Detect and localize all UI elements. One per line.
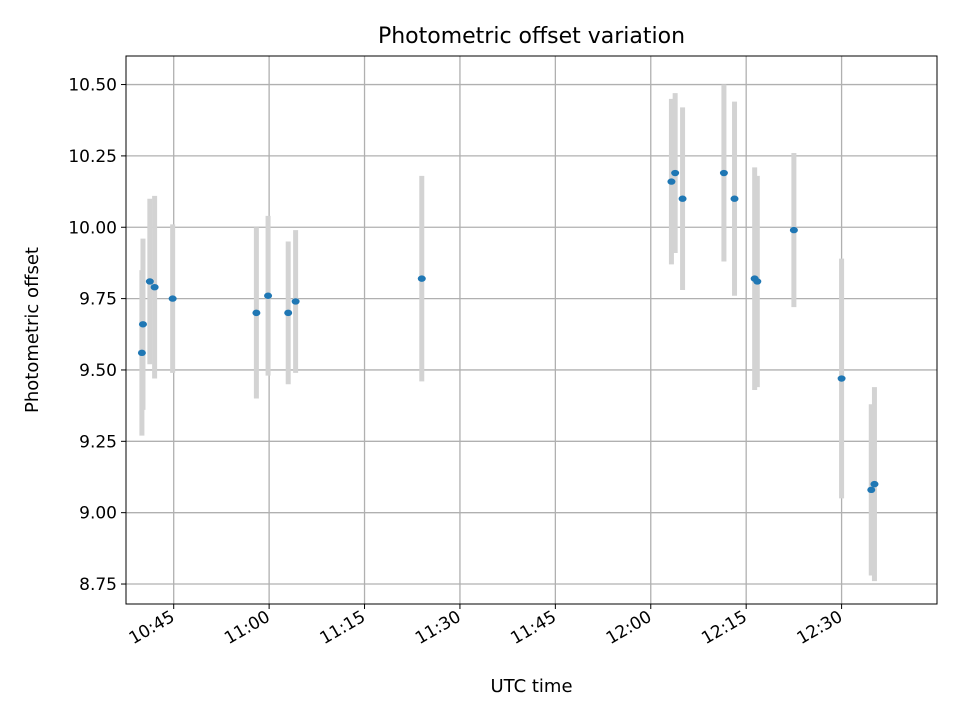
data-point: [168, 295, 177, 302]
y-tick-label: 9.75: [79, 290, 117, 310]
y-tick-label: 10.50: [68, 76, 117, 96]
data-point: [671, 169, 680, 177]
data-point: [150, 283, 159, 291]
x-axis-label: UTC time: [490, 676, 572, 697]
data-point: [417, 275, 426, 282]
data-point: [678, 195, 687, 202]
data-point: [284, 309, 293, 317]
data-point: [730, 195, 739, 202]
y-axis-label: Photometric offset: [22, 247, 43, 413]
data-point: [145, 278, 154, 285]
grid: [126, 56, 937, 604]
data-point: [867, 486, 876, 494]
data-point: [667, 178, 676, 185]
data-point: [837, 375, 846, 382]
data-point: [719, 169, 728, 177]
y-tick-label: 10.25: [68, 147, 117, 167]
data-point: [137, 349, 146, 357]
data-point: [291, 298, 300, 305]
data-point: [252, 309, 261, 317]
y-tick-label: 10.00: [68, 218, 117, 238]
data-point: [264, 292, 273, 299]
y-tick-label: 9.00: [79, 504, 117, 524]
data-points: [137, 169, 879, 494]
data-point: [753, 278, 762, 285]
plot-frame: [125, 55, 938, 605]
y-axis: 8.75 9.00 9.25 9.50 9.75 10.00 10.25 10.50: [68, 76, 126, 595]
data-point: [870, 480, 879, 488]
data-point: [789, 226, 798, 234]
chart-title: Photometric offset variation: [378, 24, 685, 49]
y-tick-label: 8.75: [79, 575, 117, 595]
y-tick-label: 9.50: [79, 361, 117, 381]
data-point: [138, 321, 147, 328]
y-tick-label: 9.25: [79, 432, 117, 452]
